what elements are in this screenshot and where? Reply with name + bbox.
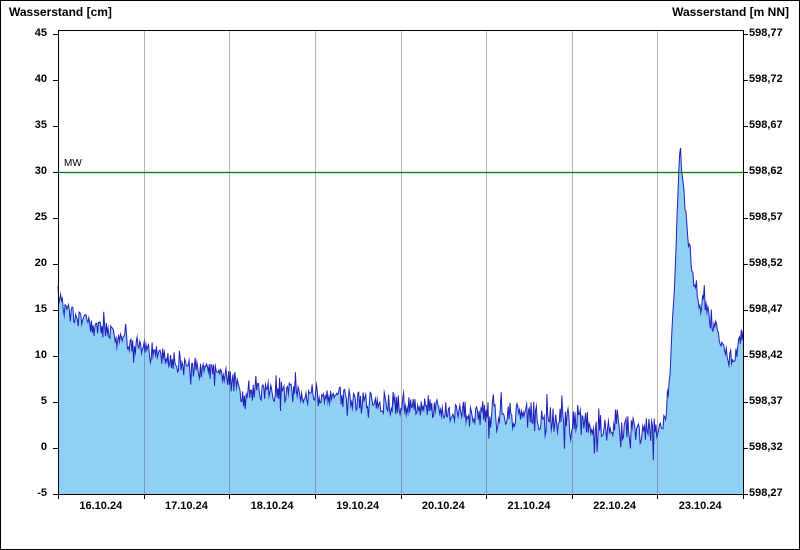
y-tick-label-left: 15 [34,303,47,315]
y-tick-label-left: 40 [34,73,47,85]
x-tick-label: 17.10.24 [165,500,208,512]
right-axis-title: Wasserstand [m NN] [672,5,789,19]
left-axis-title: Wasserstand [cm] [9,5,112,19]
y-tick-label-right: 598,52 [749,257,783,269]
y-tick-label-right: 598,42 [749,349,783,361]
y-tick-label-left: 10 [34,349,47,361]
y-tick-label-right: 598,67 [749,119,783,131]
y-tick-label-right: 598,32 [749,441,783,453]
y-tick-label-left: 35 [34,119,47,131]
y-tick-label-right: 598,27 [749,487,783,499]
x-tick-label: 22.10.24 [593,500,636,512]
x-tick-label: 18.10.24 [250,500,294,512]
y-tick-label-left: 30 [34,165,47,177]
x-tick-label: 20.10.24 [421,500,465,512]
y-tick-label-left: 25 [34,211,47,223]
y-tick-label-left: 0 [40,441,47,453]
x-tick-label: 16.10.24 [79,500,123,512]
y-tick-label-right: 598,47 [749,303,783,315]
y-tick-label-right: 598,57 [749,211,783,223]
x-tick-label: 21.10.24 [507,500,551,512]
y-tick-label-left: 20 [34,257,47,269]
y-tick-label-left: 5 [40,395,47,407]
mean-water-line-label: MW [64,158,82,169]
y-tick-label-left: -5 [37,487,47,499]
x-tick-label: 23.10.24 [678,500,722,512]
y-tick-label-right: 598,77 [749,27,783,39]
x-tick-label: 19.10.24 [336,500,380,512]
y-tick-label-left: 45 [34,27,47,39]
y-tick-label-right: 598,72 [749,73,783,85]
y-tick-label-right: 598,37 [749,395,783,407]
y-tick-label-right: 598,62 [749,165,783,177]
